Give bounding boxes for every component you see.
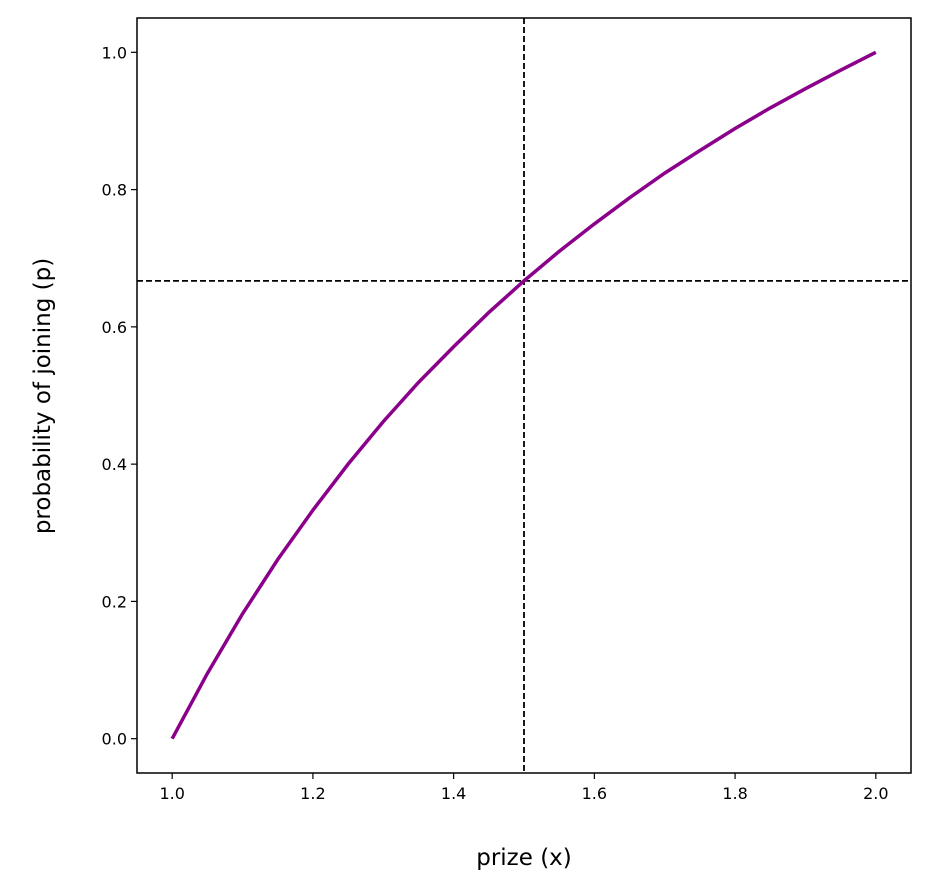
line	[170, 50, 877, 740]
x-tick-label: 1.4	[441, 784, 466, 803]
y-tick-label: 0.2	[102, 592, 127, 611]
x-tick-label: 1.6	[582, 784, 607, 803]
y-tick-label: 0.4	[102, 455, 127, 474]
x-tick-label: 1.2	[300, 784, 325, 803]
x-tick-label: 2.0	[863, 784, 888, 803]
x-tick-label: 1.8	[722, 784, 747, 803]
y-tick-label: 0.8	[102, 181, 127, 200]
y-tick-label: 0.0	[102, 730, 127, 749]
y-tick-label: 0.6	[102, 318, 127, 337]
x-tick-label: 1.0	[159, 784, 184, 803]
plot-frame	[136, 17, 912, 774]
x-axis-label: prize (x)	[476, 845, 572, 871]
y-axis-label: probability of joining (p)	[30, 258, 56, 534]
y-tick-label: 1.0	[102, 43, 127, 62]
